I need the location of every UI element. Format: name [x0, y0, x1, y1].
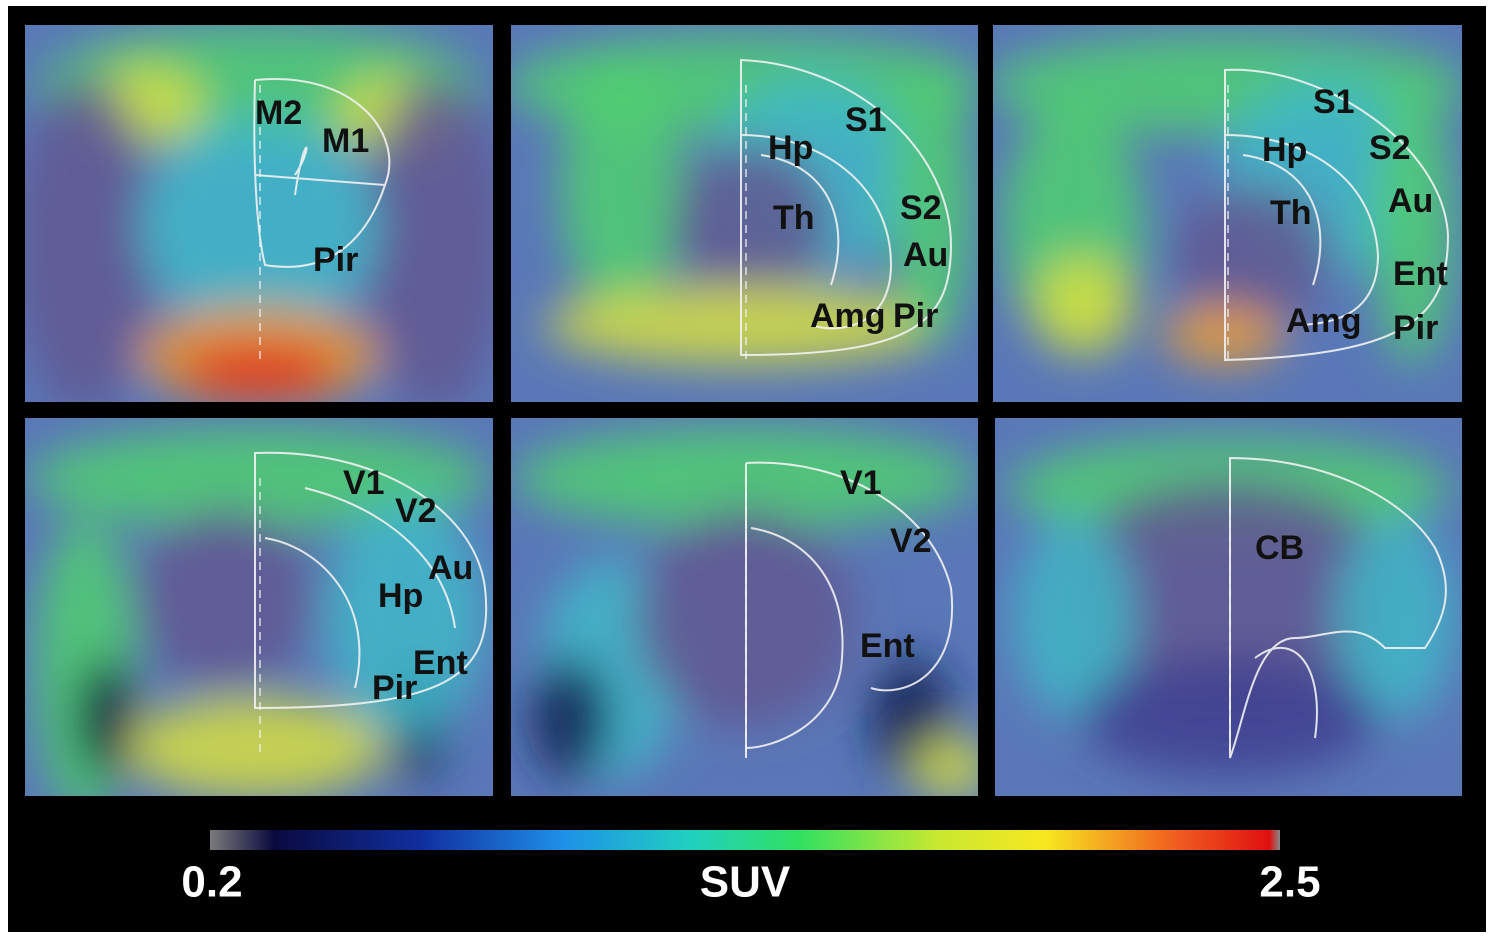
colorbar-min: 0.2 — [181, 858, 242, 907]
heat-blob — [75, 658, 135, 778]
region-label: M2 — [255, 94, 302, 132]
region-label: S1 — [1313, 83, 1355, 121]
region-label: V1 — [840, 464, 882, 502]
region-label: Amg — [810, 297, 886, 335]
region-label: Au — [903, 236, 948, 274]
region-label: Amg — [1286, 302, 1362, 340]
heat-blob — [125, 698, 385, 798]
heat-blob — [15, 75, 155, 415]
region-label: Ent — [1393, 255, 1448, 293]
brain-slice: CB — [995, 418, 1462, 796]
brain-slice: M2 M1 Pir — [15, 25, 505, 415]
region-label: S1 — [845, 101, 887, 139]
colorbar — [210, 830, 1280, 850]
region-label: Th — [773, 199, 815, 237]
region-label: Hp — [378, 577, 423, 615]
slice-image — [995, 418, 1462, 796]
slice-image — [511, 418, 991, 798]
region-label: Hp — [768, 129, 813, 167]
region-label: Pir — [313, 241, 358, 279]
region-label: V1 — [343, 464, 385, 502]
heat-blob — [1163, 305, 1283, 365]
slice-image — [15, 25, 505, 415]
region-label: S2 — [1369, 129, 1411, 167]
region-label: Th — [1270, 194, 1312, 232]
region-label: Pir — [372, 669, 417, 707]
region-label: M1 — [322, 122, 369, 160]
heat-blob — [365, 75, 505, 415]
region-label: Au — [428, 549, 473, 587]
region-label: Au — [1388, 182, 1433, 220]
slice-image — [25, 418, 493, 818]
region-label: V2 — [890, 522, 932, 560]
region-label: S2 — [900, 189, 942, 227]
heat-blob — [531, 658, 611, 778]
colorbar-max: 2.5 — [1259, 858, 1320, 907]
heat — [29, 428, 489, 818]
heat-blob — [135, 508, 315, 688]
heat-blob — [1033, 255, 1133, 355]
region-label: Ent — [860, 627, 915, 665]
region-label: CB — [1255, 529, 1304, 567]
region-label: Pir — [1393, 309, 1438, 347]
colorbar-label: SUV — [700, 858, 791, 907]
region-label: V2 — [395, 492, 437, 530]
region-label: Pir — [893, 297, 938, 335]
heat-blob — [179, 340, 339, 400]
region-label: Hp — [1262, 131, 1307, 169]
heat-blob — [561, 55, 681, 315]
region-label: Ent — [413, 644, 468, 682]
figure: M2M1PirS1HpThS2AuAmgPirS1HpS2ThAuEntAmgP… — [0, 0, 1493, 936]
